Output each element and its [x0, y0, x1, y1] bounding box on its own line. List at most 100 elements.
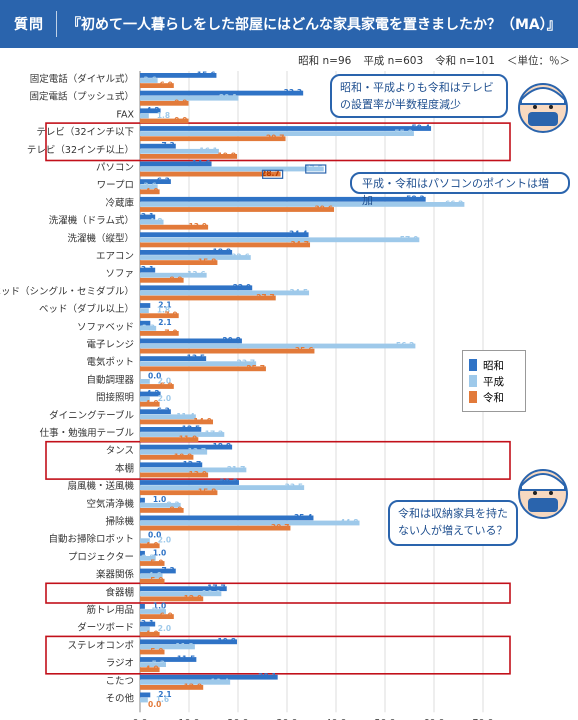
legend-swatch-reiwa — [469, 391, 477, 403]
callout-tv: 昭和・平成よりも令和はテレビの設置率が半数程度減少 — [330, 74, 508, 118]
data-label: 4.0 — [145, 541, 158, 550]
x-tick-label: 0.0 — [132, 718, 147, 720]
data-label: 11.4 — [176, 412, 195, 421]
bar-reiwa — [140, 631, 160, 637]
data-label: 37.5 — [304, 164, 323, 173]
legend-item-heisei: 平成 — [469, 373, 519, 389]
data-label: 17.7 — [207, 584, 226, 593]
category-label: 固定電話（ダイヤル式） — [30, 73, 134, 85]
category-label: FAX — [116, 109, 134, 120]
data-label: 5.0 — [150, 559, 163, 568]
bar-showa — [140, 250, 233, 255]
category-label: こたつ — [105, 676, 134, 687]
data-label: 12.7 — [183, 460, 202, 469]
data-label: 5.0 — [150, 647, 163, 656]
bar-heisei — [140, 573, 163, 579]
bar-reiwa — [140, 419, 214, 425]
highlight-box — [45, 122, 511, 162]
data-label: 2.1 — [158, 318, 171, 327]
data-label: 6.3 — [157, 407, 170, 416]
category-label: ソファベッド — [77, 322, 134, 333]
data-label: 35.6 — [295, 346, 314, 355]
bar-showa — [140, 674, 278, 680]
category-label: 掃除機 — [105, 516, 134, 528]
bar-reiwa — [140, 525, 291, 531]
bar-showa — [140, 692, 151, 698]
legend-swatch-showa — [469, 359, 477, 371]
bar-reiwa — [140, 154, 238, 159]
legend-label-heisei: 平成 — [483, 375, 504, 388]
data-label: 1.8 — [157, 306, 170, 315]
bar-showa — [140, 550, 145, 556]
bar-heisei — [140, 166, 324, 172]
chart-legend: 昭和 平成 令和 — [462, 350, 526, 412]
category-label: ダイニングテーブル — [49, 409, 134, 421]
callout-pc: 平成・令和はパソコンのポイントは増加 — [350, 172, 570, 207]
data-label: 8.9 — [169, 275, 182, 284]
bar-heisei — [140, 626, 150, 632]
category-label: ソファ — [105, 269, 134, 280]
bar-heisei — [140, 202, 465, 207]
bar-reiwa — [140, 401, 160, 407]
legend-swatch-heisei — [469, 375, 477, 387]
bar-reiwa — [140, 242, 311, 248]
bar-showa — [140, 161, 212, 167]
bar-heisei — [140, 485, 305, 490]
data-label: 1.0 — [153, 548, 166, 557]
bar-reiwa — [140, 260, 218, 265]
bar-showa — [140, 604, 145, 609]
data-label: 12.5 — [182, 424, 201, 433]
bar-showa — [140, 285, 253, 291]
bar-reiwa — [140, 649, 165, 655]
bar-showa — [140, 462, 203, 468]
bar-showa — [140, 179, 171, 184]
mascot-eye-left — [533, 105, 537, 109]
data-label: 22.6 — [231, 253, 250, 262]
bar-heisei — [140, 502, 181, 508]
bar-reiwa — [140, 454, 194, 460]
category-label: 自動調理器 — [86, 374, 134, 386]
highlight-box — [45, 582, 511, 604]
data-label: 10.9 — [174, 452, 193, 461]
bar-reiwa — [140, 561, 165, 566]
data-label: 7.9 — [164, 311, 177, 320]
bar-heisei — [140, 662, 166, 667]
category-label: エアコン — [96, 251, 134, 262]
data-label: 5.3 — [152, 607, 165, 616]
data-label: 11.5 — [177, 655, 196, 664]
mascot-mask — [528, 498, 558, 512]
highlight-value-frame — [305, 164, 327, 174]
question-label: 質問 — [14, 17, 44, 33]
data-label: 33.5 — [285, 483, 304, 492]
data-label: 3.1 — [141, 619, 154, 628]
bar-heisei — [140, 396, 150, 402]
data-label: 8.9 — [169, 505, 182, 514]
data-label: 0.0 — [148, 531, 161, 540]
data-label: 2.1 — [158, 301, 171, 310]
sample-info: 昭和 n=96 平成 n=603 令和 n=101 ＜単位：％＞ — [240, 53, 570, 68]
data-label: 34.5 — [290, 288, 309, 297]
bar-reiwa — [140, 508, 184, 513]
category-label: 間接照明 — [96, 392, 134, 404]
data-label: 4.8 — [149, 217, 162, 226]
bar-showa — [140, 356, 207, 361]
bar-showa — [140, 497, 145, 503]
data-label: 12.9 — [184, 682, 203, 691]
data-label: 15.6 — [197, 70, 216, 79]
bar-heisei — [140, 449, 208, 455]
bar-heisei — [140, 95, 239, 101]
bar-showa — [140, 126, 432, 131]
data-label: 13.9 — [189, 470, 208, 479]
data-label: 5.3 — [152, 660, 165, 669]
bar-reiwa — [140, 384, 174, 389]
bar-showa — [140, 196, 426, 202]
data-label: 34.7 — [291, 240, 310, 249]
data-label: 4.6 — [148, 571, 161, 580]
x-tick-label: 20.0 — [227, 718, 248, 720]
category-label: 電気ポット — [86, 356, 134, 368]
mascot-mask — [528, 112, 558, 126]
bar-showa — [140, 338, 242, 344]
category-label: テレビ（32インチ以下 — [36, 126, 134, 138]
category-label: ベッド（シングル・セミダブル） — [0, 285, 134, 297]
bar-showa — [140, 391, 161, 397]
